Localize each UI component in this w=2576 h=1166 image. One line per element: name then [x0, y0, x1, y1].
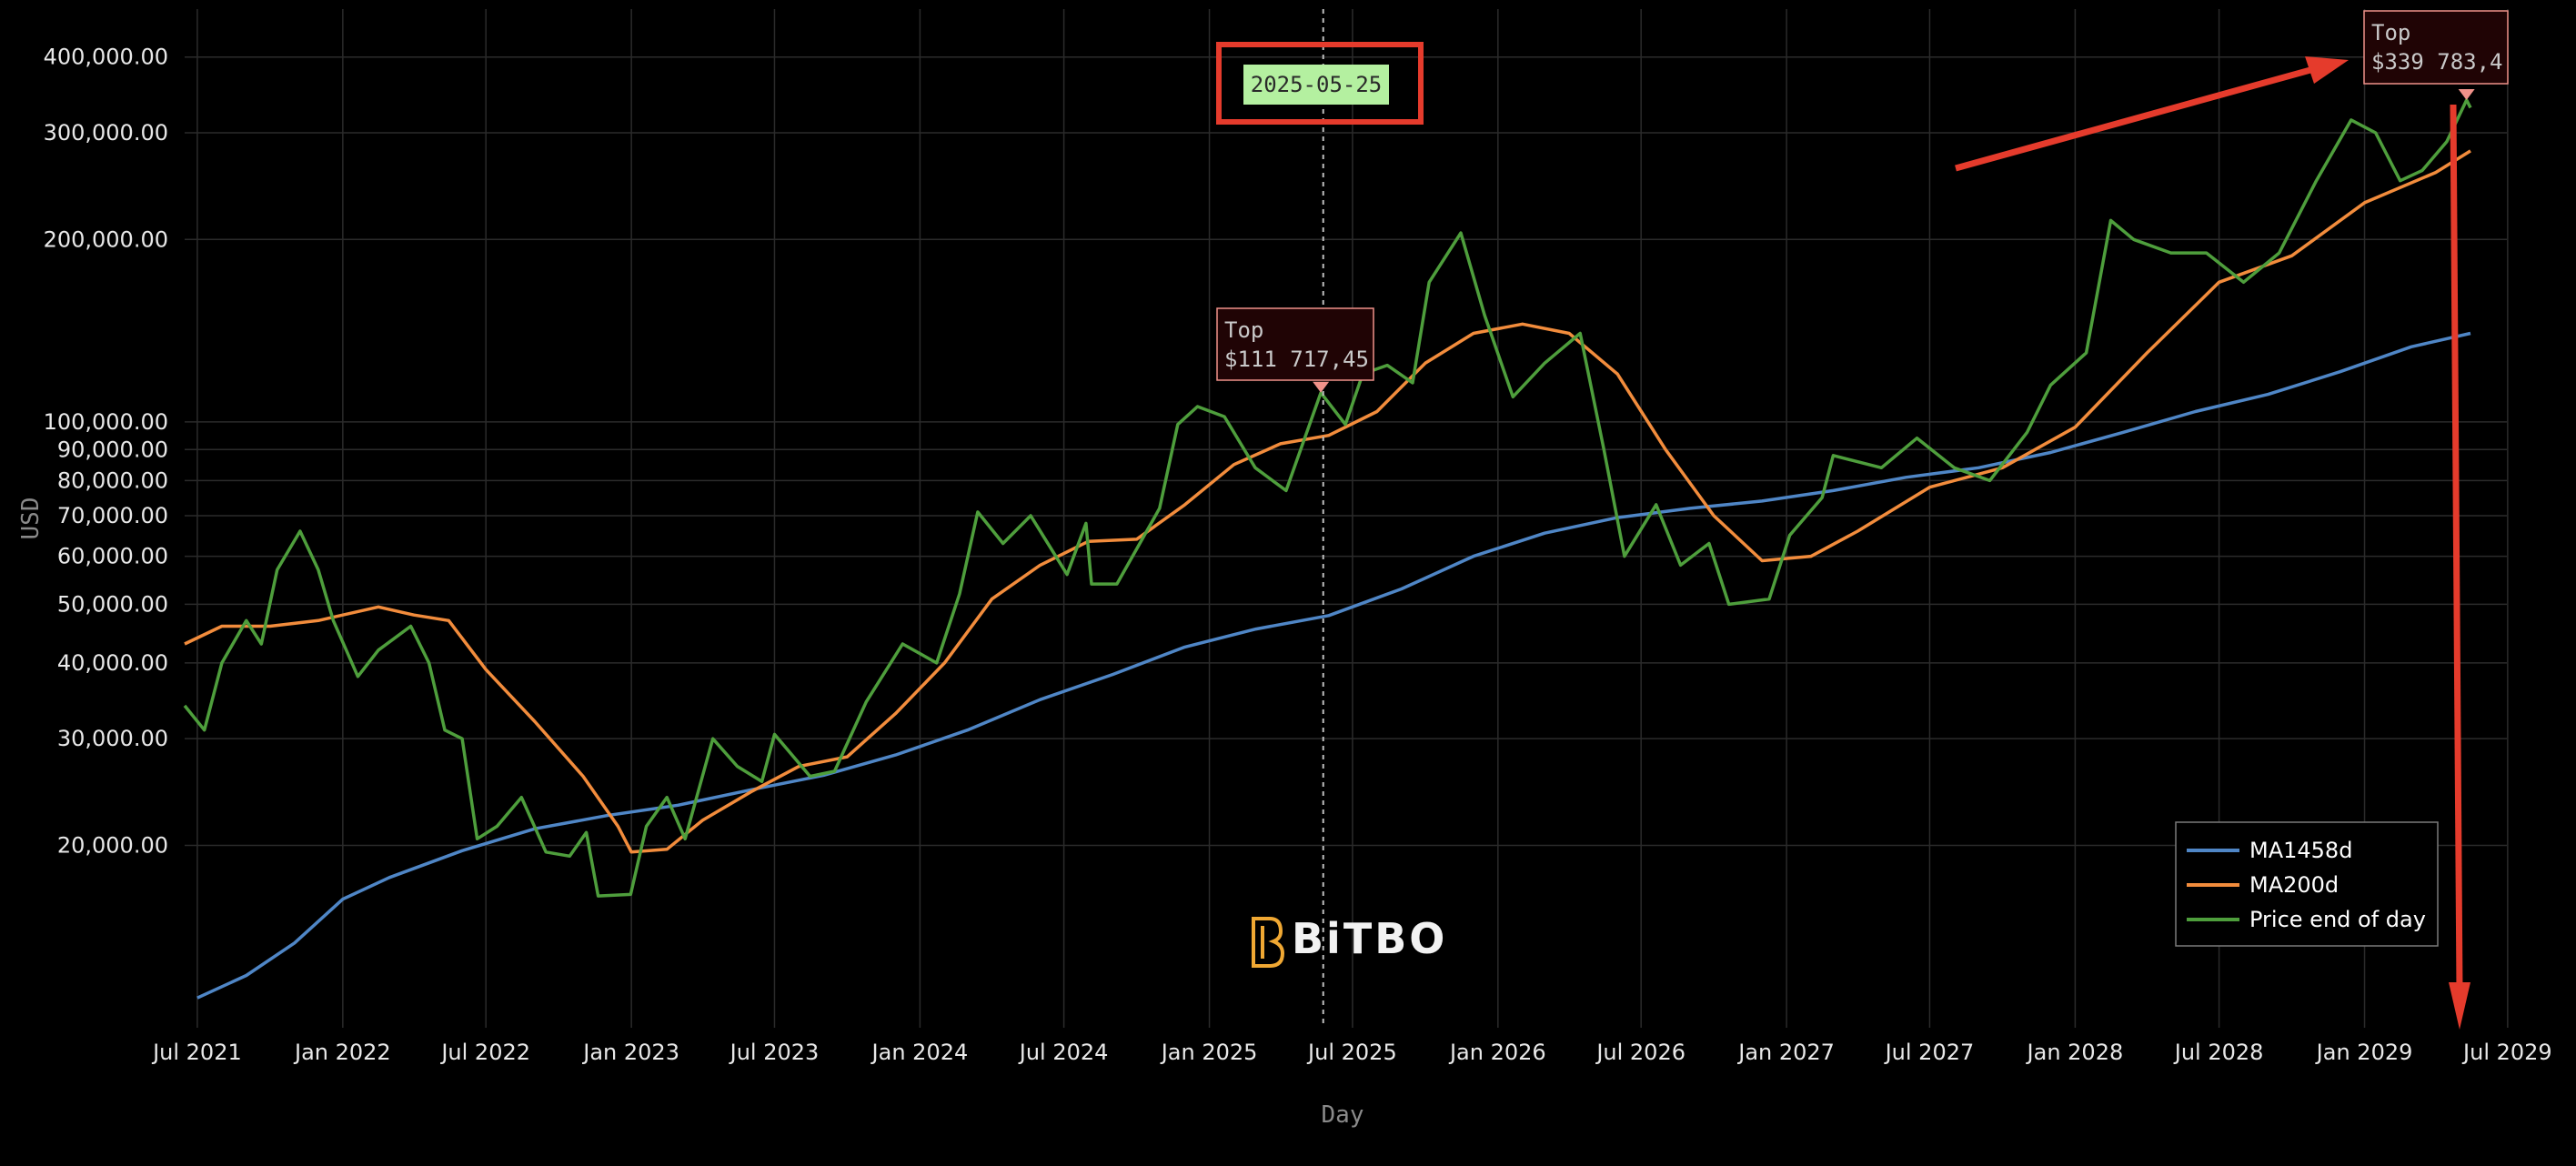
x-axis-title: Day: [1322, 1101, 1364, 1129]
y-tick-label: 80,000.00: [57, 467, 168, 493]
annotation-arrow: [2458, 88, 2475, 100]
bitbo-logo-text: BiTBO: [1292, 914, 1447, 963]
x-tick-label: Jul 2029: [2461, 1040, 2552, 1065]
downward-arrow-line: [2450, 104, 2463, 992]
legend-label-price: Price end of day: [2249, 907, 2426, 932]
y-tick-label: 40,000.00: [57, 650, 168, 676]
x-tick-label: Jan 2023: [581, 1040, 679, 1065]
x-tick-label: Jul 2023: [729, 1040, 820, 1065]
bitbo-logo: BiTBO: [1252, 914, 1447, 968]
series-line-ma200d: [184, 149, 2471, 854]
series-line-ma1458d: [196, 331, 2471, 1000]
annotation-title: Top: [1224, 317, 1263, 343]
overlay-arrows: [1955, 56, 2470, 1030]
y-axis-ticks: 20,000.00 30,000.00 40,000.00 50,000.00 60,0…: [44, 45, 168, 859]
x-tick-label: Jan 2027: [1736, 1040, 1835, 1065]
series-group: [183, 98, 2472, 1000]
y-tick-label: 400,000.00: [44, 45, 168, 70]
x-tick-label: Jan 2026: [1448, 1040, 1546, 1065]
x-tick-label: Jan 2024: [870, 1040, 969, 1065]
y-tick-label: 20,000.00: [57, 832, 168, 858]
bitbo-logo-icon: [1252, 917, 1285, 968]
annotation-box: [2363, 10, 2509, 85]
highlight-box: [1216, 42, 1424, 125]
grid: [185, 9, 2509, 1028]
y-tick-label: 200,000.00: [44, 226, 168, 252]
y-tick-label: 300,000.00: [44, 120, 168, 146]
crosshair-date-label: 2025-05-25: [1216, 42, 1424, 125]
y-tick-label: 30,000.00: [57, 726, 168, 751]
date-label-text: 2025-05-25: [1251, 72, 1383, 97]
y-tick-label: 70,000.00: [57, 503, 168, 528]
date-label-box: [1243, 65, 1389, 105]
x-tick-label: Jul 2027: [1884, 1040, 1975, 1065]
x-tick-label: Jul 2021: [151, 1040, 242, 1065]
x-tick-label: Jul 2022: [439, 1040, 530, 1065]
x-tick-label: Jan 2028: [2026, 1040, 2124, 1065]
y-tick-label: 90,000.00: [57, 437, 168, 462]
annotation-top-2025: Top $111 717,45: [1216, 307, 1374, 393]
x-tick-label: Jul 2024: [1018, 1040, 1109, 1065]
downward-arrow-icon: [2449, 982, 2470, 1030]
y-tick-label: 50,000.00: [57, 591, 168, 617]
x-tick-label: Jan 2025: [1160, 1040, 1258, 1065]
x-tick-label: Jul 2026: [1595, 1040, 1685, 1065]
series-line-price: [183, 98, 2472, 898]
legend: MA1458d MA200d Price end of day: [2175, 821, 2439, 947]
x-tick-label: Jan 2029: [2315, 1040, 2413, 1065]
annotation-box: [1216, 307, 1374, 381]
annotation-value: $111 717,45: [1224, 347, 1369, 372]
x-tick-label: Jul 2028: [2173, 1040, 2264, 1065]
x-tick-label: Jan 2022: [293, 1040, 391, 1065]
legend-label-ma200d: MA200d: [2249, 872, 2339, 898]
annotation-arrow: [1313, 381, 1330, 393]
y-axis-title: USD: [17, 498, 45, 540]
annotation-title: Top: [2371, 20, 2410, 45]
upward-arrow-icon: [2305, 56, 2349, 84]
upward-arrow-line: [1955, 66, 2311, 172]
legend-label-ma1458d: MA1458d: [2249, 838, 2352, 863]
annotation-top-2029: Top $339 783,4: [2363, 10, 2509, 100]
annotation-value: $339 783,4: [2371, 49, 2503, 75]
x-tick-label: Jul 2025: [1306, 1040, 1397, 1065]
y-tick-label: 60,000.00: [57, 544, 168, 569]
x-axis-ticks: Jul 2021 Jan 2022 Jul 2022 Jan 2023 Jul 2023…: [151, 1040, 2552, 1065]
y-tick-label: 100,000.00: [44, 409, 168, 435]
